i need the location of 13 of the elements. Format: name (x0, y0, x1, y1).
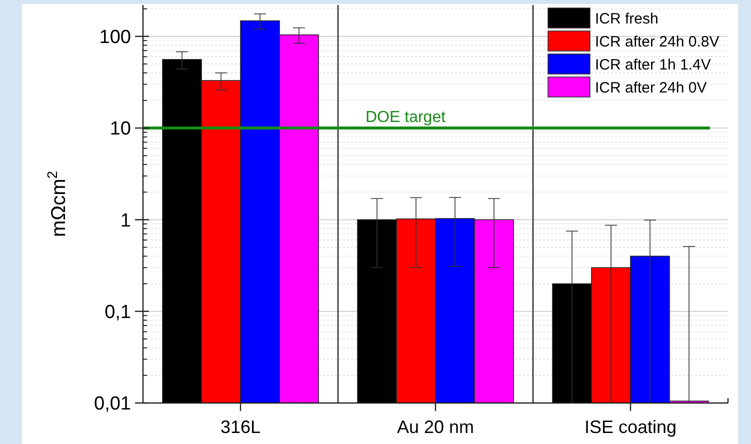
x-tick-label: ISE coating (584, 417, 677, 437)
y-tick-label: 1 (120, 210, 131, 232)
y-tick-label: 10 (110, 118, 131, 140)
y-tick-label: 0,01 (94, 394, 131, 415)
y-tick-label: 100 (99, 27, 131, 48)
legend-label: ICR after 24h 0.8V (595, 33, 720, 50)
x-tick-label: Au 20 nm (396, 417, 474, 437)
legend-label: ICR after 24h 0V (595, 79, 707, 96)
legend-label: ICR after 1h 1.4V (595, 56, 711, 74)
x-tick-label: 316L (220, 417, 261, 437)
y-tick-label: 0,1 (104, 302, 131, 323)
ref-line-label: DOE target (366, 109, 446, 126)
legend-label: ICR fresh (595, 10, 658, 28)
